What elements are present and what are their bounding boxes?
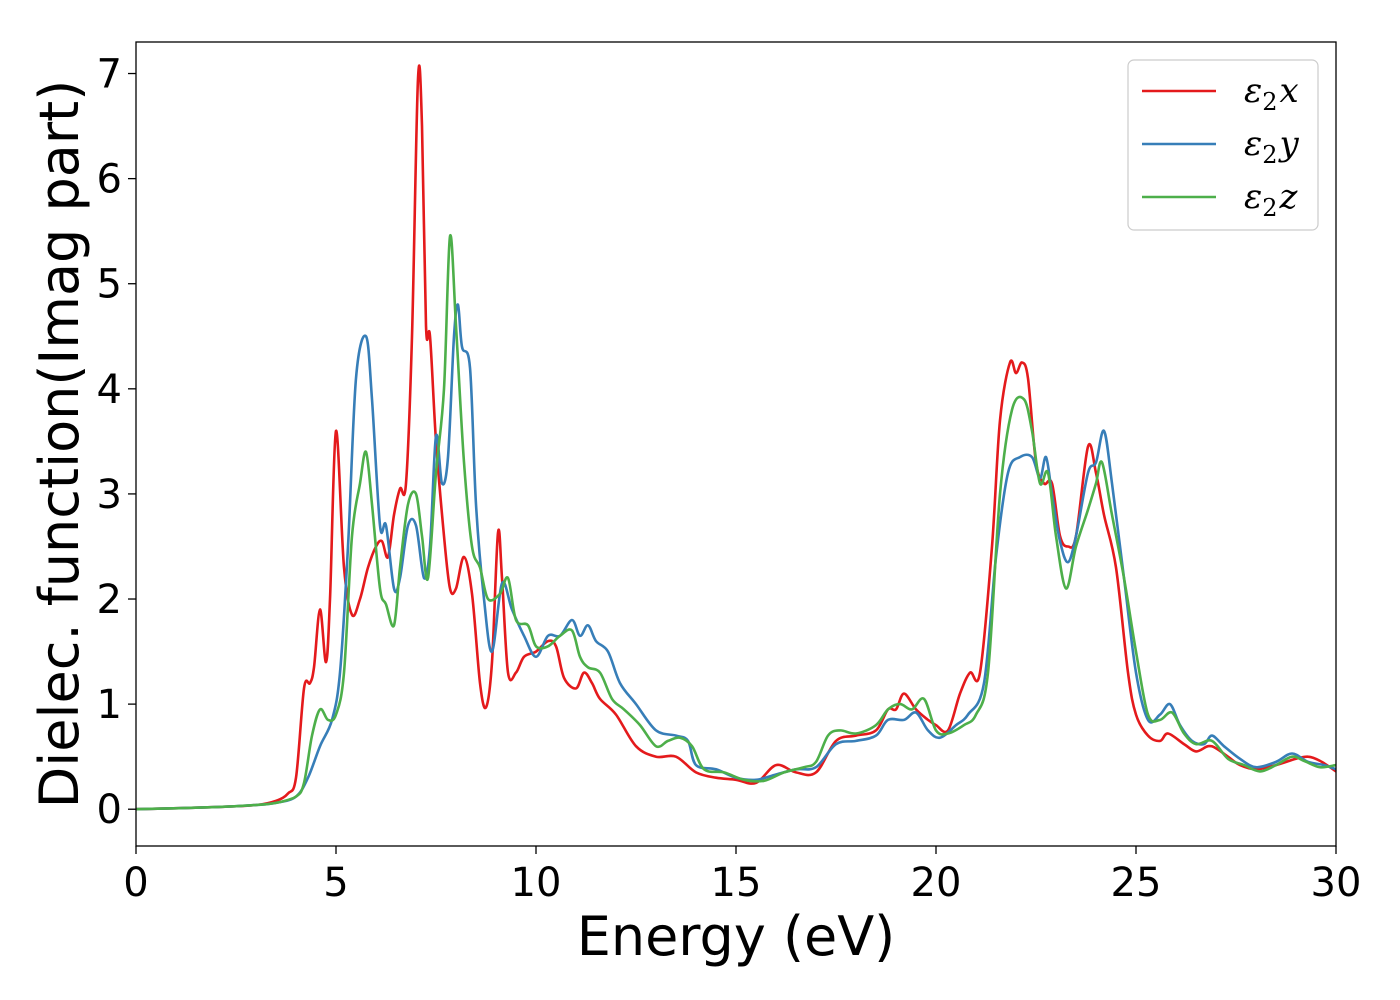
y-tick-label: 4: [97, 367, 122, 413]
legend-label-y: ε2y: [1244, 124, 1300, 169]
series-line-x: [135, 64, 1337, 811]
y-tick-label: 2: [97, 577, 122, 623]
y-tick-label: 6: [97, 157, 122, 203]
y-tick-label: 1: [97, 682, 122, 728]
legend-label-z: ε2z: [1244, 177, 1299, 222]
y-tick-label: 3: [97, 472, 122, 518]
legend: ε2x ε2y ε2z: [1127, 59, 1319, 231]
x-tick-label: 5: [323, 860, 348, 906]
x-tick-label: 15: [711, 860, 762, 906]
x-tick-label: 25: [1111, 860, 1162, 906]
y-axis-title: Dielec. function(Imag part): [28, 80, 91, 809]
y-tick-label: 7: [97, 52, 122, 98]
series-line-z: [135, 233, 1337, 811]
legend-label-x: ε2x: [1244, 71, 1299, 116]
y-tick-label: 5: [97, 262, 122, 308]
series-layer: [135, 64, 1337, 811]
y-axis: 0 1 2 3 4 5 6 7: [97, 52, 136, 833]
x-tick-label: 0: [123, 860, 148, 906]
x-tick-label: 30: [1311, 860, 1362, 906]
x-axis-title: Energy (eV): [577, 905, 896, 968]
legend-box: [1127, 59, 1319, 231]
x-tick-label: 10: [511, 860, 562, 906]
x-axis: 0 5 10 15 20 25 30: [123, 846, 1361, 906]
y-tick-label: 0: [97, 787, 122, 833]
x-tick-label: 20: [911, 860, 962, 906]
